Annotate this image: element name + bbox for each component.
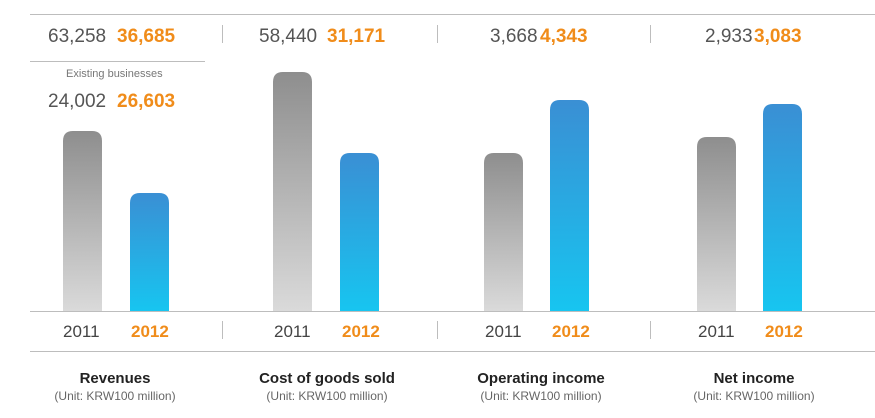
year-label-2012: 2012 bbox=[765, 322, 803, 341]
year-separator bbox=[437, 321, 438, 339]
year-label-2011: 2011 bbox=[698, 322, 735, 341]
unit-label: (Unit: KRW100 million) bbox=[266, 389, 388, 403]
category-title: Cost of goods sold bbox=[259, 370, 395, 387]
sub-value-label-2012: 26,603 bbox=[117, 91, 176, 112]
value-label-2011: 2,933 bbox=[705, 26, 753, 47]
bar-2012 bbox=[550, 100, 589, 311]
category-title: Revenues bbox=[79, 370, 151, 387]
value-label-2012: 36,685 bbox=[117, 26, 176, 47]
value-label-2011: 3,668 bbox=[490, 26, 538, 47]
category-title: Net income bbox=[713, 370, 795, 387]
bar-2011 bbox=[273, 72, 312, 311]
bar-2011 bbox=[63, 131, 102, 311]
sub-header-rule bbox=[30, 61, 205, 62]
bottom-rule bbox=[30, 351, 875, 352]
bar-2011 bbox=[484, 153, 523, 311]
value-label-2012: 31,171 bbox=[327, 26, 386, 47]
bar-2011 bbox=[697, 137, 736, 311]
header-separator bbox=[650, 25, 651, 43]
value-label-2011: 63,258 bbox=[48, 26, 107, 47]
sub-value-label-2011: 24,002 bbox=[48, 91, 107, 112]
value-label-2012: 3,083 bbox=[754, 26, 802, 47]
value-label-2011: 58,440 bbox=[259, 26, 318, 47]
year-label-2012: 2012 bbox=[131, 322, 169, 341]
unit-label: (Unit: KRW100 million) bbox=[693, 389, 815, 403]
header-separator bbox=[222, 25, 223, 43]
year-label-2011: 2011 bbox=[274, 322, 311, 341]
year-separator bbox=[650, 321, 651, 339]
value-label-2012: 4,343 bbox=[540, 26, 588, 47]
bar-2012 bbox=[340, 153, 379, 311]
unit-label: (Unit: KRW100 million) bbox=[480, 389, 602, 403]
category-title: Operating income bbox=[477, 370, 605, 387]
unit-label: (Unit: KRW100 million) bbox=[54, 389, 176, 403]
year-label-2012: 2012 bbox=[552, 322, 590, 341]
baseline-rule bbox=[30, 311, 875, 312]
sub-series-label: Existing businesses bbox=[66, 68, 163, 80]
year-label-2011: 2011 bbox=[63, 322, 100, 341]
year-label-2012: 2012 bbox=[342, 322, 380, 341]
year-label-2011: 2011 bbox=[485, 322, 522, 341]
top-rule bbox=[30, 14, 875, 15]
header-separator bbox=[437, 25, 438, 43]
bar-2012 bbox=[130, 193, 169, 311]
year-separator bbox=[222, 321, 223, 339]
bar-2012 bbox=[763, 104, 802, 311]
